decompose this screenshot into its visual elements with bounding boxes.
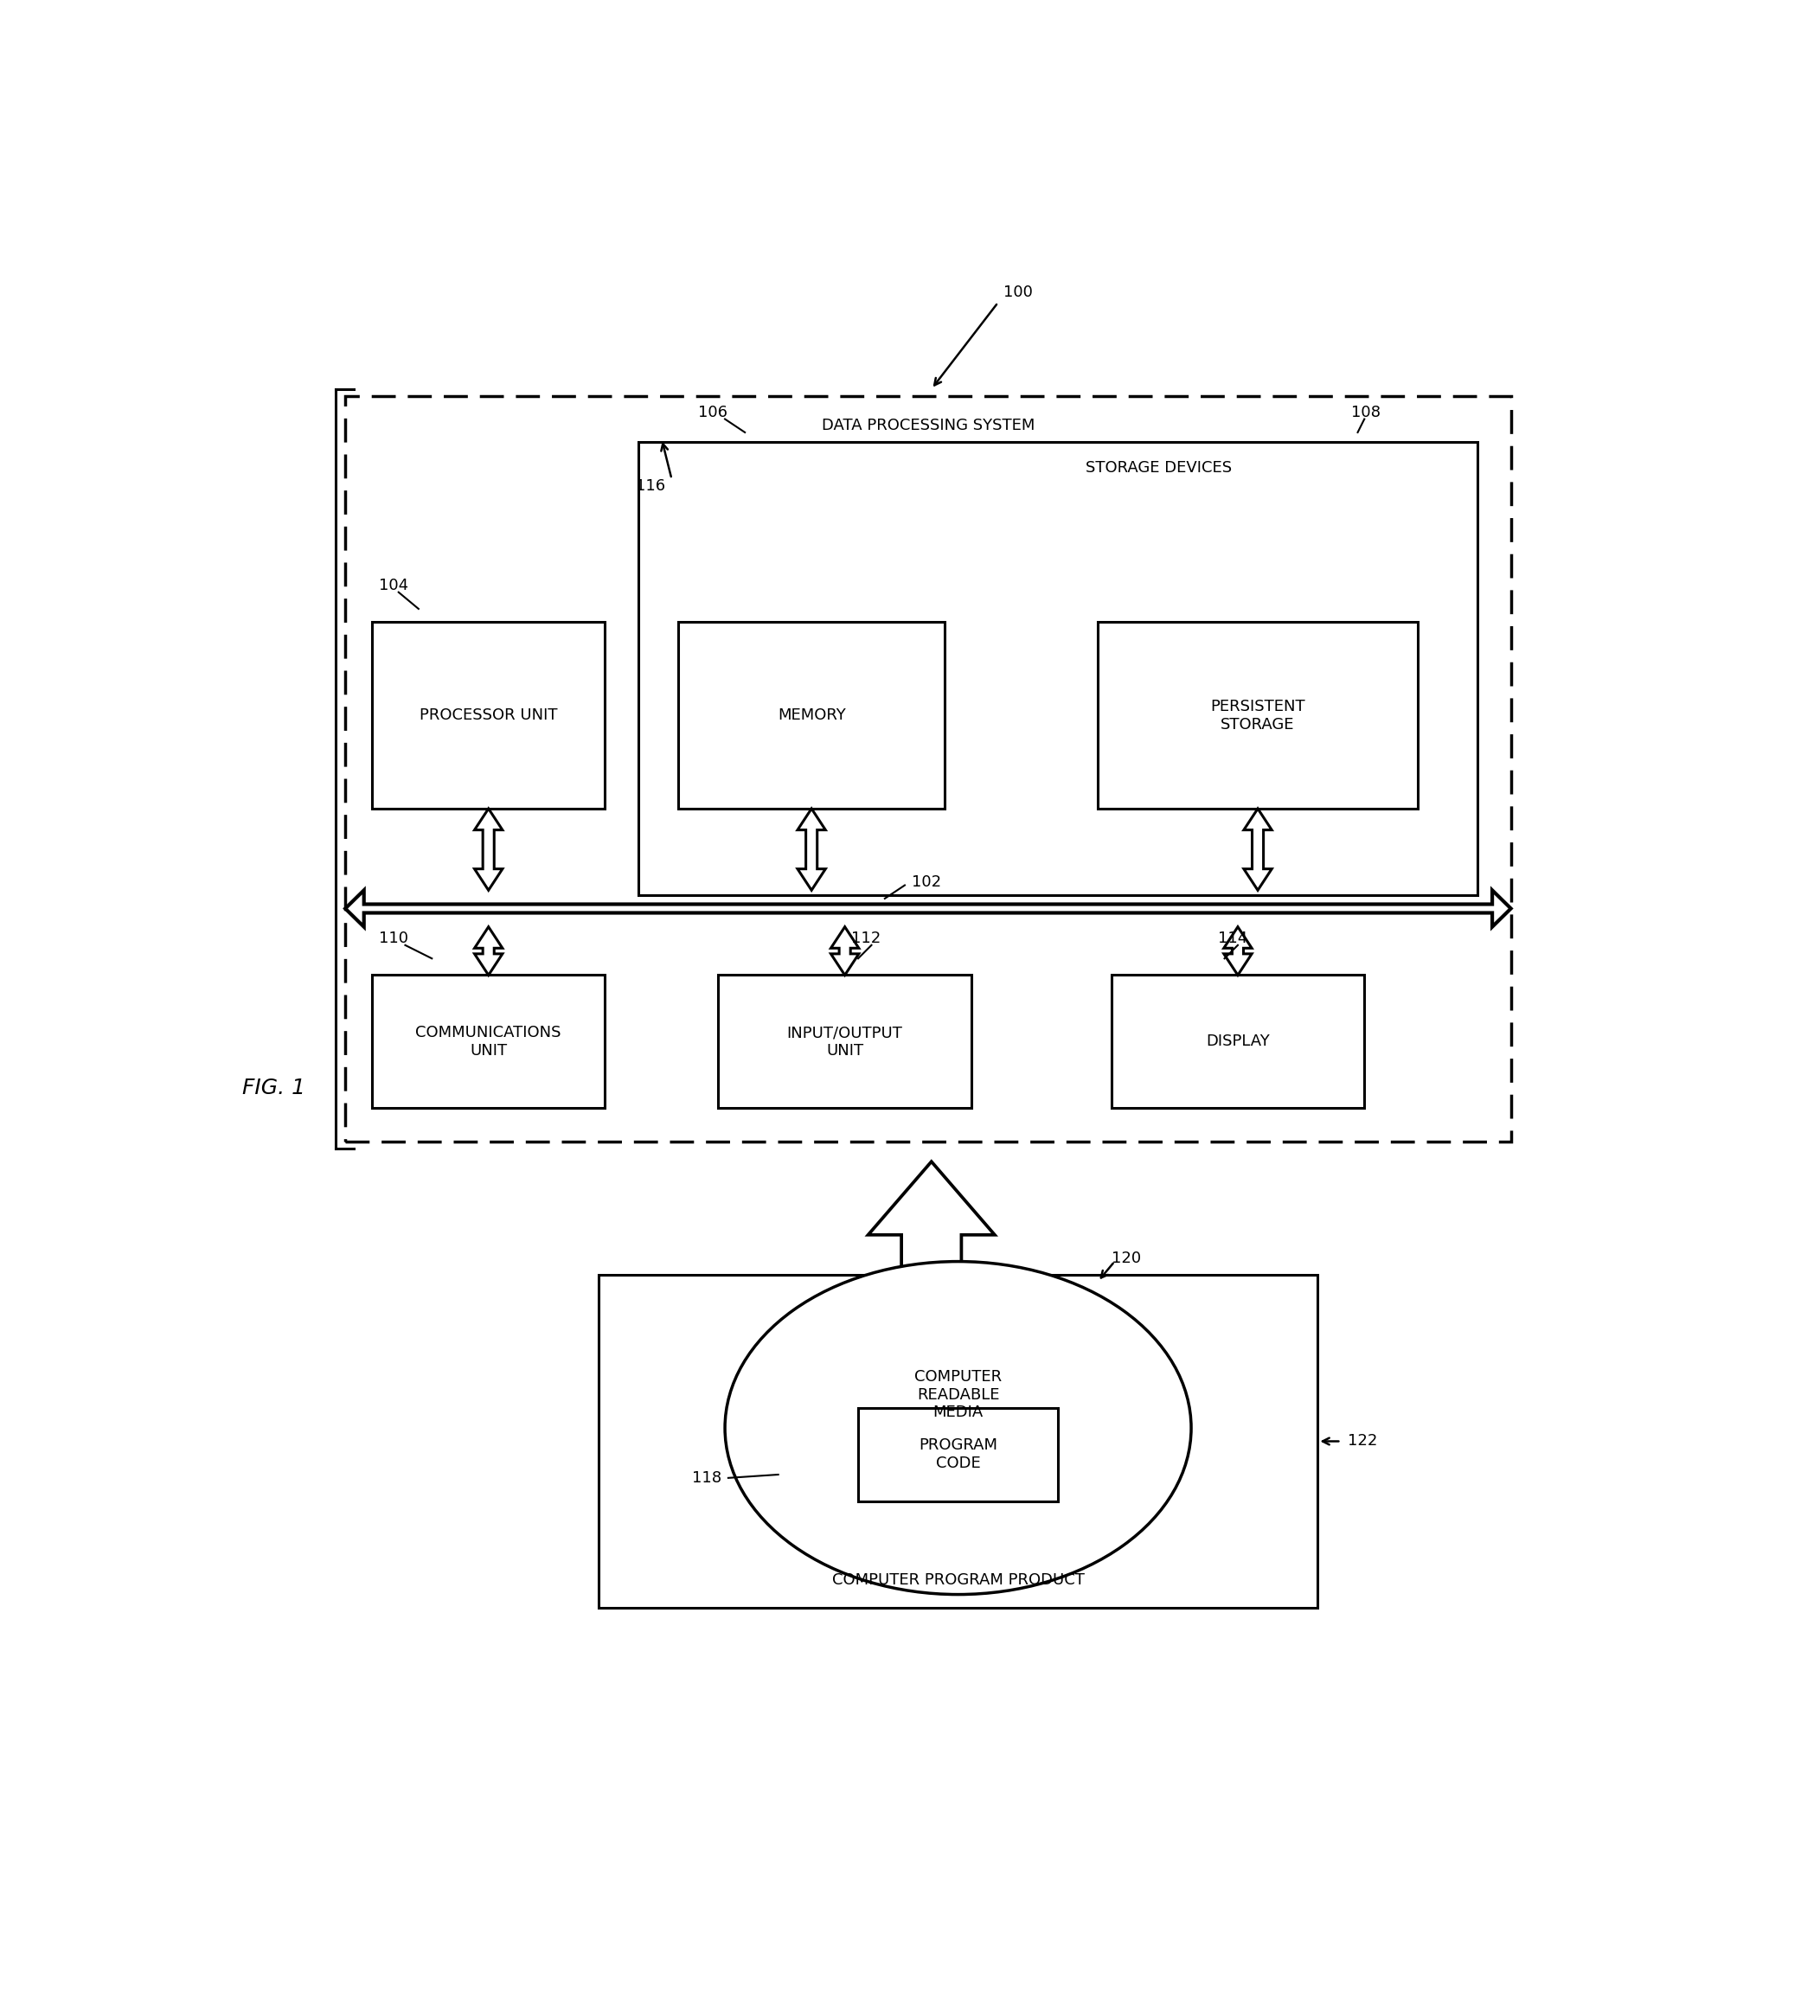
FancyBboxPatch shape (371, 623, 604, 808)
Polygon shape (475, 927, 502, 976)
Polygon shape (797, 808, 826, 891)
Text: FIG. 1: FIG. 1 (242, 1079, 306, 1099)
Text: 106: 106 (699, 405, 728, 419)
Text: MEMORY: MEMORY (777, 708, 846, 724)
FancyBboxPatch shape (1112, 976, 1365, 1109)
Text: 110: 110 (379, 931, 408, 946)
Text: COMPUTER
READABLE
MEDIA: COMPUTER READABLE MEDIA (914, 1369, 1001, 1421)
Ellipse shape (724, 1262, 1190, 1595)
Text: INPUT/OUTPUT
UNIT: INPUT/OUTPUT UNIT (786, 1024, 903, 1058)
Polygon shape (1243, 808, 1272, 891)
Text: 120: 120 (1112, 1250, 1141, 1266)
Text: COMPUTER PROGRAM PRODUCT: COMPUTER PROGRAM PRODUCT (832, 1572, 1085, 1587)
FancyBboxPatch shape (859, 1407, 1057, 1502)
Text: DISPLAY: DISPLAY (1207, 1034, 1270, 1050)
FancyBboxPatch shape (346, 395, 1511, 1141)
FancyBboxPatch shape (719, 976, 972, 1109)
Text: PROCESSOR UNIT: PROCESSOR UNIT (419, 708, 557, 724)
FancyBboxPatch shape (599, 1274, 1318, 1609)
Polygon shape (475, 808, 502, 891)
Text: PROGRAM
CODE: PROGRAM CODE (919, 1437, 997, 1472)
Text: 112: 112 (852, 931, 881, 946)
FancyBboxPatch shape (1097, 623, 1418, 808)
Text: PERSISTENT
STORAGE: PERSISTENT STORAGE (1210, 700, 1305, 732)
Text: 102: 102 (912, 875, 941, 889)
FancyBboxPatch shape (371, 976, 604, 1109)
Polygon shape (868, 1161, 996, 1294)
FancyBboxPatch shape (679, 623, 945, 808)
Text: 100: 100 (1003, 284, 1032, 300)
Text: 116: 116 (635, 478, 664, 494)
Text: 122: 122 (1347, 1433, 1378, 1450)
FancyBboxPatch shape (639, 442, 1478, 895)
Text: 104: 104 (379, 579, 408, 593)
Polygon shape (346, 891, 1511, 927)
Polygon shape (1223, 927, 1252, 976)
Text: 118: 118 (692, 1470, 721, 1486)
Text: DATA PROCESSING SYSTEM: DATA PROCESSING SYSTEM (821, 417, 1034, 433)
Text: COMMUNICATIONS
UNIT: COMMUNICATIONS UNIT (415, 1024, 561, 1058)
Text: 108: 108 (1350, 405, 1380, 419)
Text: STORAGE DEVICES: STORAGE DEVICES (1085, 460, 1232, 476)
Text: 114: 114 (1218, 931, 1247, 946)
Polygon shape (832, 927, 859, 976)
